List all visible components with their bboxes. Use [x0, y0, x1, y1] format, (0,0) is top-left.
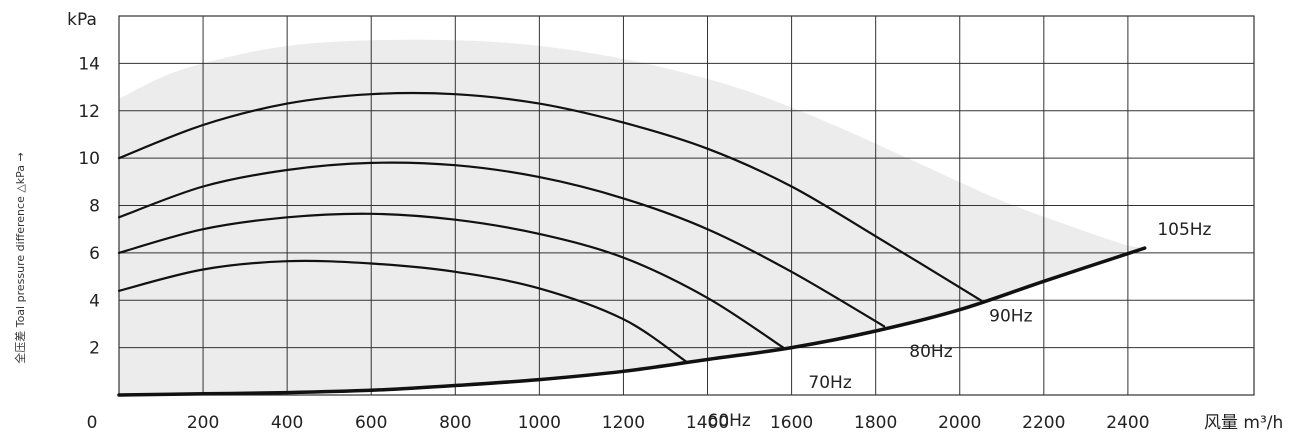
x-tick-label: 2000 [938, 413, 981, 433]
x-tick-label: 800 [439, 413, 471, 433]
x-tick-label: 1200 [602, 413, 645, 433]
series-80hz-line [117, 161, 886, 328]
series-80hz-label: 80Hz [909, 342, 952, 362]
curves: 60Hz 70Hz 80Hz 90Hz 105Hz [117, 91, 1212, 431]
y-tick-label: 8 [89, 197, 100, 217]
y-tick-label: 2 [89, 339, 100, 359]
series-60hz-label: 60Hz [708, 411, 751, 431]
y-tick-label: 14 [78, 54, 100, 74]
series-105hz-label: 105Hz [1157, 220, 1211, 240]
x-tick-label: 1400 [686, 413, 729, 433]
series-70hz-line [117, 212, 785, 349]
series-70hz-label: 70Hz [808, 373, 851, 393]
operating-region-fill [119, 39, 1145, 395]
y-tick-label: 4 [89, 291, 100, 311]
x-tick-label: 1800 [854, 413, 897, 433]
y-unit-label: kPa [67, 10, 97, 30]
x-tick-label: 2200 [1022, 413, 1065, 433]
x-tick-label: 1000 [518, 413, 561, 433]
x-tick-label: 1600 [770, 413, 813, 433]
series-105hz-line [117, 246, 1147, 397]
grid: 200 400 600 800 1000 1200 1400 1600 1800 2000 2200… [78, 15, 1255, 433]
plot-frame [118, 15, 1255, 396]
x-tick-label: 200 [187, 413, 219, 433]
series-60hz-line [117, 259, 688, 363]
x-axis-label: 风量 m³/h [1204, 413, 1283, 433]
y-tick-label: 10 [78, 149, 100, 169]
x-tick-label: 2400 [1106, 413, 1149, 433]
operating-region [119, 39, 1145, 395]
y-tick-label: 12 [78, 102, 100, 122]
series-90hz-label: 90Hz [989, 307, 1032, 327]
y-tick-label: 6 [89, 244, 100, 264]
x-origin-tick: 0 [87, 413, 98, 433]
x-tick-label: 400 [271, 413, 303, 433]
labels: kPa 0 风量 m³/h 全压差 Toal pressure differen… [13, 10, 1283, 433]
series-90hz-line [117, 91, 982, 302]
y-axis-label: 全压差 Toal pressure difference △kPa → [13, 152, 27, 364]
x-tick-label: 600 [355, 413, 387, 433]
